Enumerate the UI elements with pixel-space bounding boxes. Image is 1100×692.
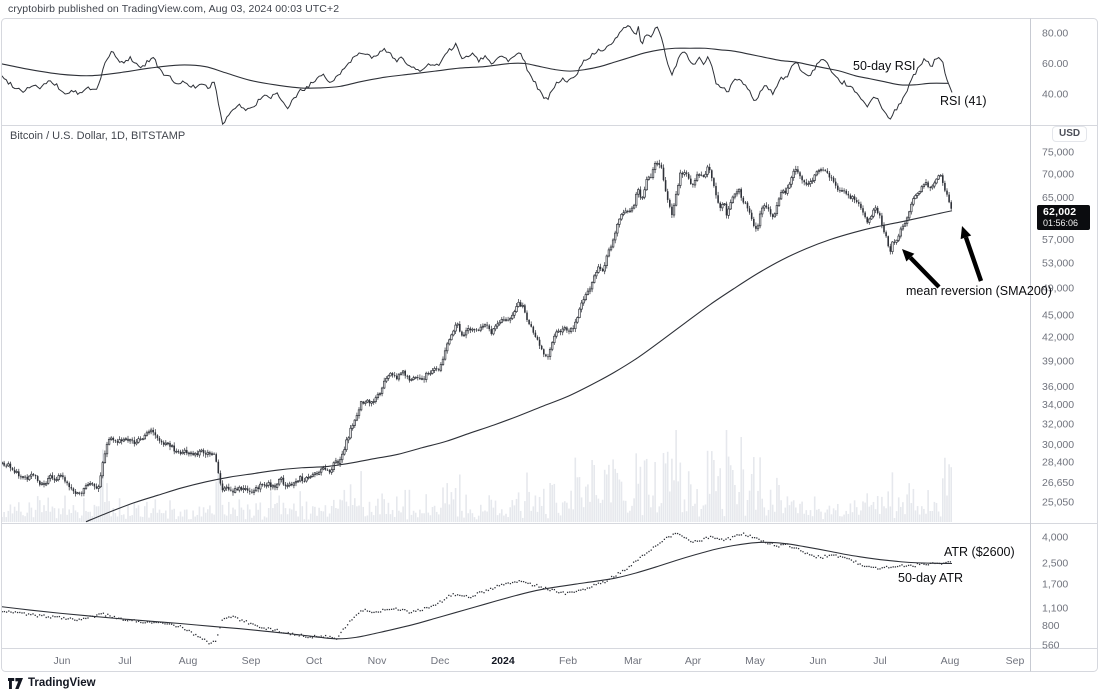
time-axis-label: Sep: [242, 655, 261, 667]
time-axis-label: Sep: [1006, 655, 1025, 667]
time-axis-label: Aug: [941, 655, 960, 667]
atr-ma-label: 50-day ATR: [898, 571, 964, 585]
atr-axis-label: 1,700: [1042, 579, 1068, 591]
price-candles: [2, 159, 952, 497]
price-axis-label: 28,400: [1042, 457, 1074, 469]
rsi-axis-label: 80.00: [1042, 28, 1068, 40]
rsi-lines: [2, 25, 953, 125]
time-axis-label: Feb: [559, 655, 577, 667]
price-axis-label: 39,000: [1042, 355, 1074, 367]
atr-current-label: ATR ($2600): [944, 545, 1015, 559]
mean-reversion-annotation: mean reversion (SMA200): [906, 284, 1052, 298]
atr-axis-label: 800: [1042, 620, 1060, 632]
price-axis-label: 49,000: [1042, 282, 1074, 294]
time-axis-label: Aug: [179, 655, 198, 667]
tradingview-logo-icon: [8, 677, 23, 689]
price-axis-label: 65,000: [1042, 192, 1074, 204]
rsi-axis-label: 60.00: [1042, 58, 1068, 70]
price-axis-label: 34,000: [1042, 399, 1074, 411]
atr-lines: [2, 532, 953, 645]
sma200-line: [85, 210, 953, 523]
atr-axis-label: 1,100: [1042, 603, 1068, 615]
time-axis-label: Jun: [810, 655, 827, 667]
price-axis-label: 42,000: [1042, 332, 1074, 344]
price-axis-label: 26,650: [1042, 477, 1074, 489]
time-axis-label: 2024: [491, 655, 515, 667]
time-axis-label: Mar: [624, 655, 643, 667]
time-axis-label: Oct: [306, 655, 322, 667]
axis-labels: 75,000 70,000 65,000 57,000 53,000 49,000 45,0…: [54, 28, 1075, 668]
time-axis-label: Apr: [685, 655, 702, 667]
symbol-title: Bitcoin / U.S. Dollar, 1D, BITSTAMP: [10, 130, 186, 142]
time-axis-label: Dec: [431, 655, 450, 667]
price-axis-label: 25,050: [1042, 497, 1074, 509]
rsi-current-label: RSI (41): [940, 94, 987, 108]
tradingview-brand-text: TradingView: [28, 677, 96, 689]
time-axis-label: May: [745, 655, 766, 667]
rsi-ma-label: 50-day RSI: [853, 59, 916, 73]
atr-axis-label: 2,500: [1042, 557, 1068, 569]
volume-bars: [2, 430, 952, 522]
rsi-axis-label: 40.00: [1042, 89, 1068, 101]
time-axis-label: Nov: [368, 655, 387, 667]
price-axis-label: 57,000: [1042, 234, 1074, 246]
time-axis-label: Jul: [873, 655, 886, 667]
last-price-value: 62,002: [1043, 206, 1077, 218]
time-axis-label: Jul: [118, 655, 131, 667]
currency-axis-badge: USD: [1052, 126, 1088, 142]
bar-countdown: 01:56:06: [1043, 217, 1079, 228]
time-axis-label: Jun: [54, 655, 71, 667]
price-axis-label: 53,000: [1042, 257, 1074, 269]
price-axis-label: 30,000: [1042, 439, 1074, 451]
annotation-arrows: [902, 226, 984, 289]
tradingview-footer[interactable]: TradingView: [8, 677, 96, 689]
price-axis-label: 32,000: [1042, 418, 1074, 430]
atr-axis-label: 560: [1042, 640, 1060, 652]
price-axis-label: 36,000: [1042, 381, 1074, 393]
last-price-badge: 62,002 01:56:06: [1037, 205, 1090, 231]
publish-byline: cryptobirb published on TradingView.com,…: [8, 3, 340, 15]
price-axis-label: 75,000: [1042, 147, 1074, 159]
price-axis-label: 45,000: [1042, 310, 1074, 322]
price-axis-label: 70,000: [1042, 169, 1074, 181]
atr-axis-label: 4,000: [1042, 532, 1068, 544]
panel-borders: [1, 18, 1098, 672]
